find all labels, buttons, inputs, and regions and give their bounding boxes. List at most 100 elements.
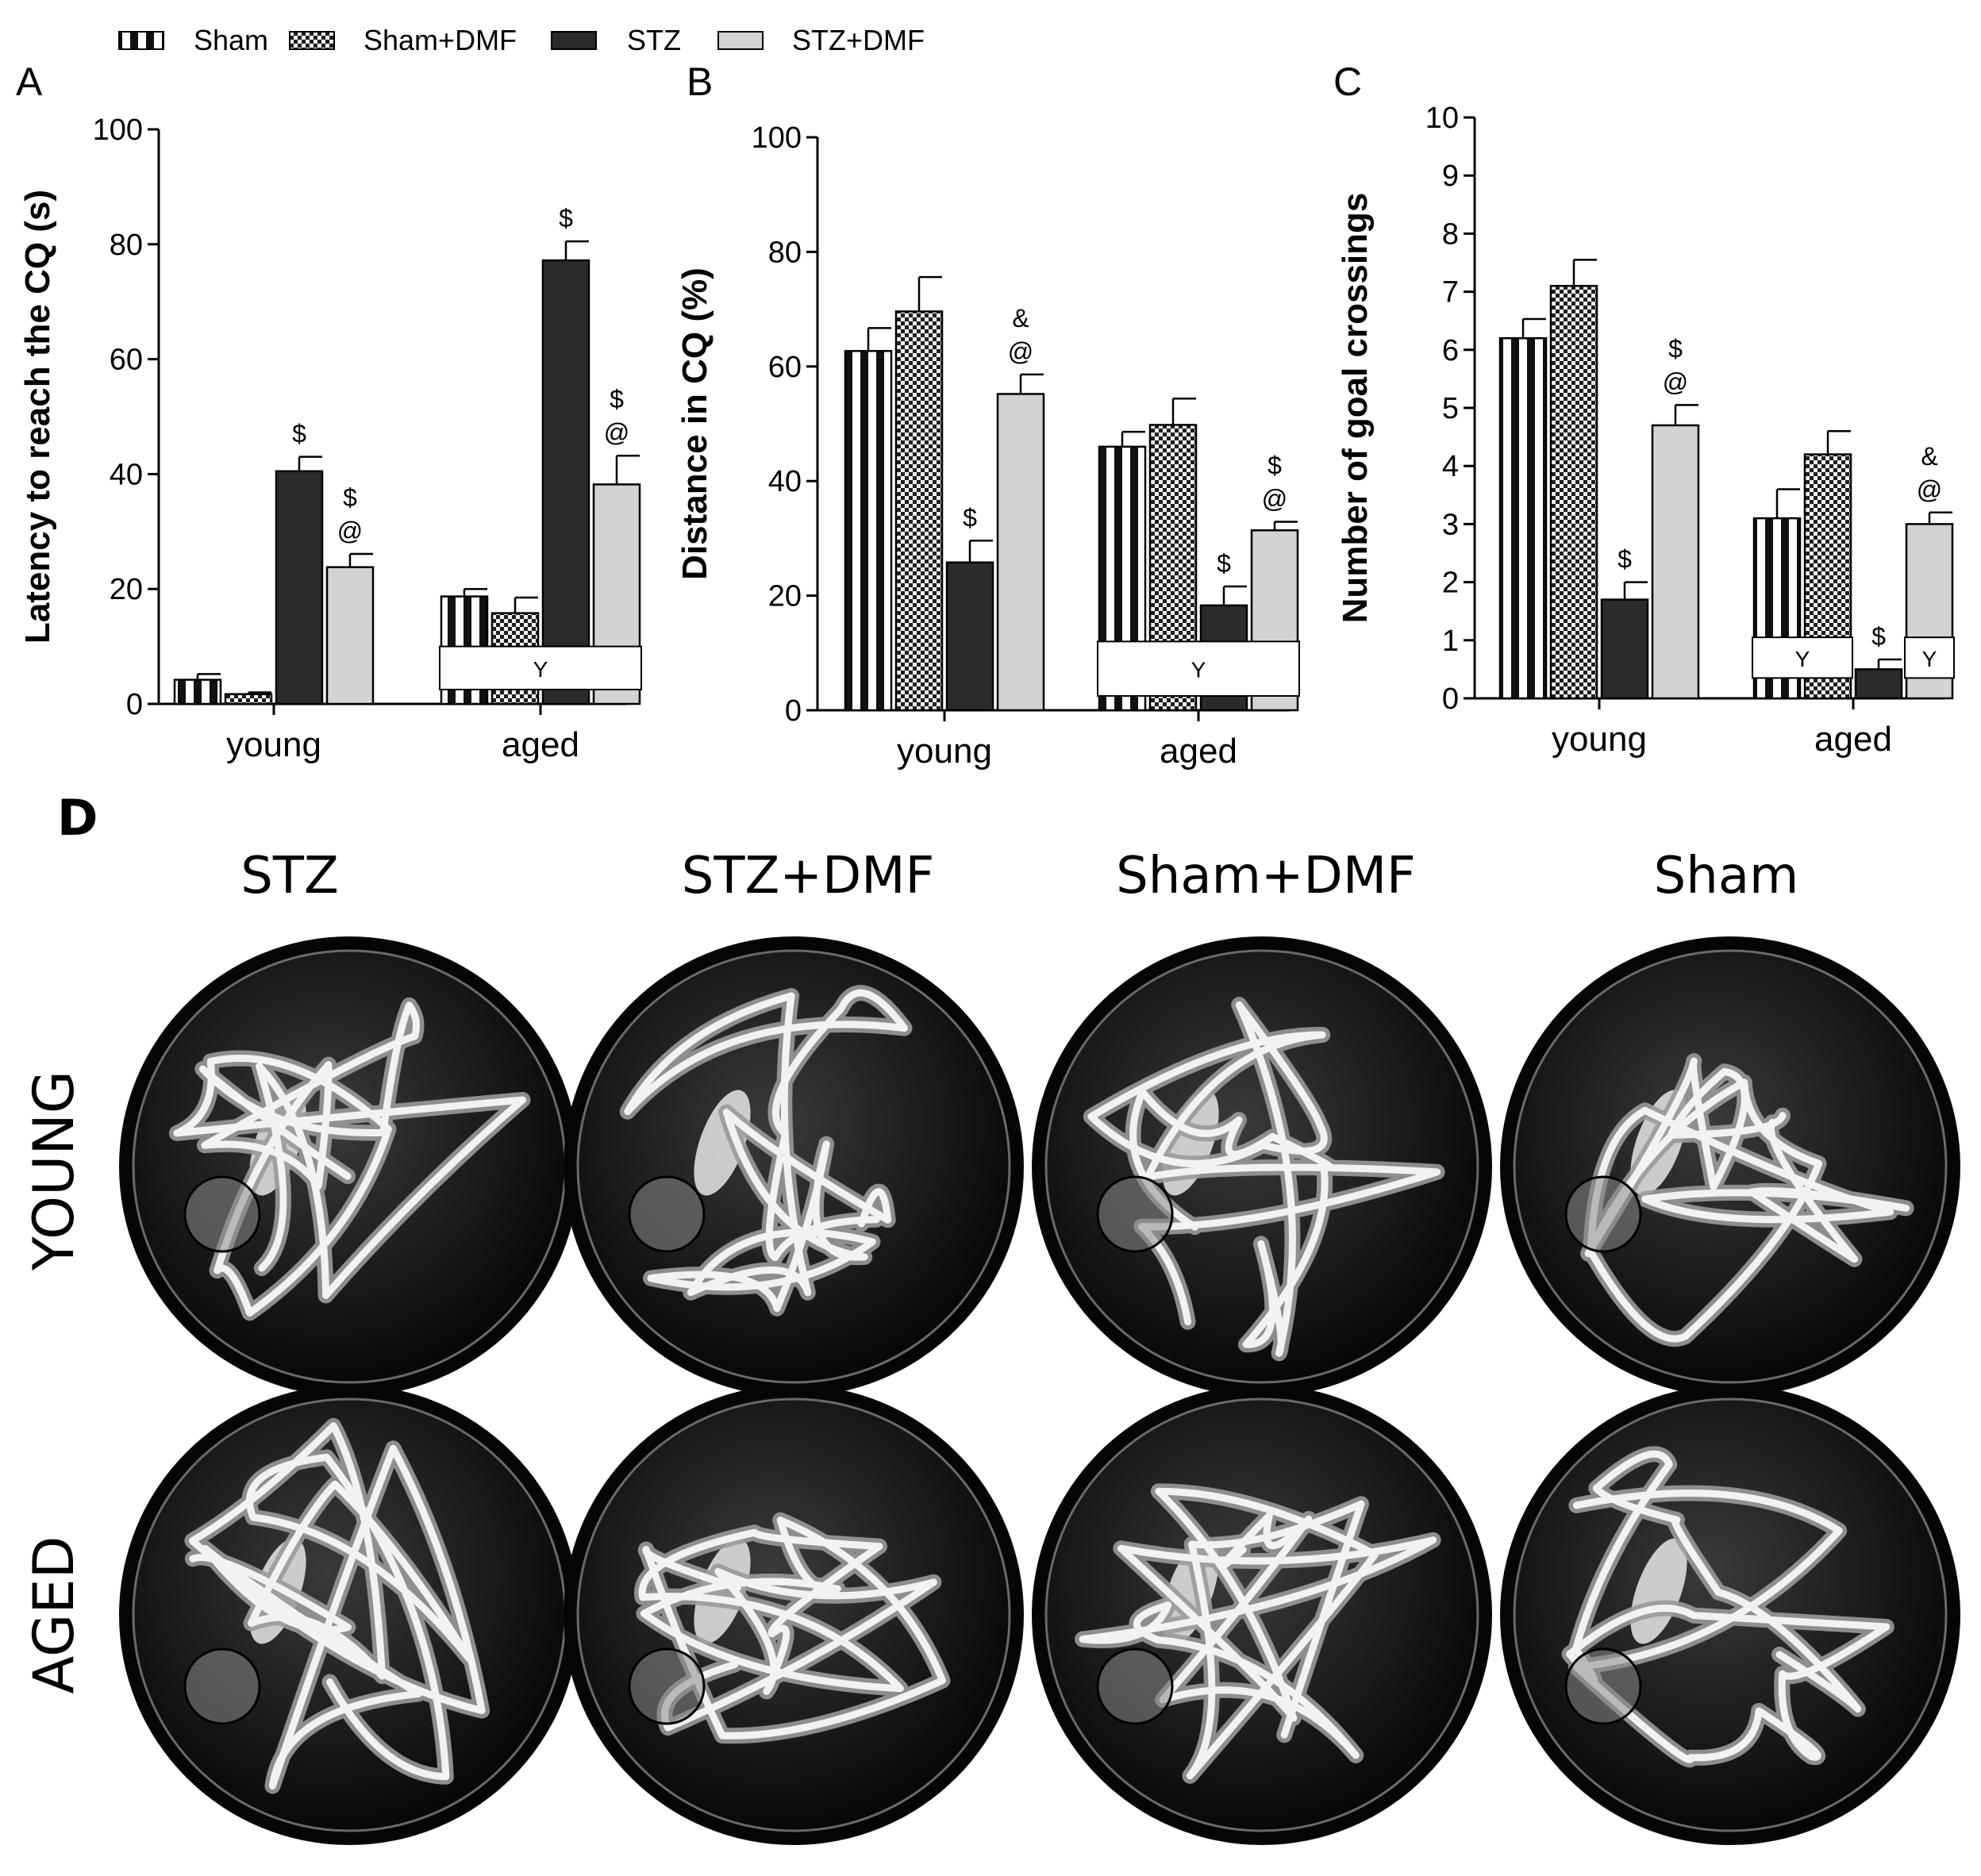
swim-path bbox=[638, 1517, 946, 1740]
bar-stz-young bbox=[1600, 598, 1649, 700]
young-comparison-label: Y bbox=[1795, 647, 1810, 671]
arena-0-3 bbox=[1500, 936, 1960, 1397]
y-tick-label: 8 bbox=[1442, 217, 1459, 251]
y-tick-label: 5 bbox=[1442, 392, 1459, 425]
bar-stz-young bbox=[945, 561, 994, 712]
significance-mark: & bbox=[1012, 304, 1029, 333]
young-comparison-box bbox=[439, 645, 642, 690]
column-header-3: Sham bbox=[1654, 847, 1799, 905]
significance-mark: $ bbox=[1871, 622, 1886, 651]
young-comparison-label: Y bbox=[533, 657, 548, 682]
young-comparison-box bbox=[1904, 636, 1955, 679]
arena-1-0 bbox=[119, 1385, 579, 1845]
significance-mark: $ bbox=[1267, 451, 1282, 479]
significance-mark: @ bbox=[604, 418, 629, 447]
chart-panel-a: A 0 20 40 60 80 100 Latency to reach the CQ (s)… bbox=[16, 60, 642, 764]
young-comparison-label: Y bbox=[1922, 647, 1937, 671]
bar-stz-dmf-young bbox=[325, 566, 375, 705]
y-tick-label: 3 bbox=[1442, 508, 1459, 541]
x-tick-label: aged bbox=[1814, 720, 1892, 759]
x-tick-label: aged bbox=[1160, 732, 1237, 771]
significance-mark: & bbox=[1921, 442, 1937, 471]
y-tick-label: 80 bbox=[768, 236, 802, 269]
panel-d-label: D bbox=[57, 789, 98, 847]
legend-label-1: Sham+DMF bbox=[364, 24, 517, 56]
row-label-1: AGED bbox=[21, 1536, 87, 1693]
bar-stz-aged bbox=[541, 259, 590, 705]
arena-1-3 bbox=[1500, 1385, 1960, 1845]
target-platform-circle bbox=[1096, 1647, 1174, 1725]
arena-0-0 bbox=[119, 936, 579, 1397]
y-axis-title: Distance in CQ (%) bbox=[675, 267, 714, 580]
significance-mark: $ bbox=[1668, 334, 1683, 363]
significance-mark: $ bbox=[963, 503, 977, 532]
y-tick-label: 60 bbox=[768, 351, 802, 384]
legend-swatch-2 bbox=[551, 31, 597, 50]
y-tick-label: 100 bbox=[93, 113, 143, 147]
bar-sham-young bbox=[1498, 336, 1548, 700]
y-tick-label: 20 bbox=[768, 580, 802, 613]
y-tick-label: 2 bbox=[1442, 567, 1459, 600]
x-tick-label: aged bbox=[502, 725, 579, 764]
chart-panel-c: C 0 1 2 3 4 5 6 7 8 9 10 Number of goal crossings you… bbox=[1333, 60, 1955, 759]
target-platform-circle bbox=[628, 1647, 706, 1725]
arena-pool bbox=[132, 949, 567, 1384]
y-tick-label: 6 bbox=[1442, 334, 1459, 367]
significance-mark: $ bbox=[292, 420, 306, 448]
y-tick-label: 9 bbox=[1442, 160, 1459, 193]
panel-letter: A bbox=[16, 60, 43, 104]
y-tick-label: 7 bbox=[1442, 276, 1459, 309]
y-tick-label: 40 bbox=[110, 458, 143, 491]
x-tick-label: young bbox=[897, 732, 992, 771]
legend-swatch-3 bbox=[717, 31, 764, 50]
panel-d-track-images: D STZ STZ+DMF Sham+DMF Sham YOUNG AGED bbox=[21, 789, 1960, 1845]
legend-label-2: STZ bbox=[627, 24, 681, 56]
y-tick-label: 10 bbox=[1425, 102, 1459, 135]
legend-label-0: Sham bbox=[194, 24, 268, 56]
arena-pool bbox=[1044, 1397, 1479, 1832]
swim-path bbox=[624, 989, 908, 1313]
young-comparison-label: Y bbox=[1191, 658, 1206, 682]
legend-swatch-0 bbox=[118, 31, 164, 50]
young-comparison-box bbox=[1097, 640, 1300, 697]
arena-1-2 bbox=[1032, 1385, 1492, 1845]
y-tick-label: 1 bbox=[1442, 625, 1459, 658]
target-platform-circle bbox=[628, 1175, 706, 1253]
significance-mark: $ bbox=[610, 385, 624, 413]
significance-mark: $ bbox=[1617, 545, 1632, 574]
swim-path bbox=[1087, 1001, 1441, 1357]
y-tick-label: 20 bbox=[110, 573, 143, 606]
significance-mark: @ bbox=[1663, 367, 1688, 396]
bar-sham-dmf-young bbox=[224, 693, 273, 705]
bar-sham-dmf-young bbox=[894, 310, 944, 712]
target-platform-circle bbox=[1564, 1647, 1642, 1725]
y-tick-label: 0 bbox=[785, 694, 802, 728]
panel-letter: C bbox=[1333, 60, 1362, 104]
swim-path bbox=[173, 1001, 526, 1317]
target-platform-circle bbox=[183, 1175, 261, 1253]
legend-swatch-1 bbox=[289, 31, 335, 50]
significance-mark: $ bbox=[1217, 549, 1231, 578]
significance-mark: @ bbox=[1917, 475, 1942, 504]
y-tick-label: 40 bbox=[768, 465, 802, 498]
bar-stz-aged bbox=[1854, 668, 1903, 700]
bar-stz-dmf-young bbox=[1651, 424, 1700, 700]
y-tick-label: 100 bbox=[752, 121, 802, 155]
x-tick-label: young bbox=[1552, 720, 1647, 759]
bar-stz-dmf-young bbox=[996, 393, 1045, 712]
y-tick-label: 4 bbox=[1442, 450, 1459, 483]
target-platform-circle bbox=[183, 1647, 261, 1725]
y-axis-title: Number of goal crossings bbox=[1336, 193, 1375, 624]
column-header-1: STZ+DMF bbox=[682, 847, 935, 905]
chart-panel-b: B 0 20 40 60 80 100 Distance in CQ (%) young aged… bbox=[675, 60, 1300, 771]
arena-0-1 bbox=[564, 936, 1024, 1397]
y-tick-label: 0 bbox=[126, 688, 143, 721]
arena-0-2 bbox=[1032, 936, 1492, 1397]
bar-sham-dmf-young bbox=[1549, 285, 1598, 700]
y-tick-label: 80 bbox=[110, 229, 143, 262]
legend: Sham Sham+DMF STZ STZ+DMF bbox=[118, 24, 925, 56]
target-platform-circle bbox=[1564, 1175, 1642, 1253]
panel-letter: B bbox=[687, 60, 713, 104]
legend-label-3: STZ+DMF bbox=[792, 24, 925, 56]
